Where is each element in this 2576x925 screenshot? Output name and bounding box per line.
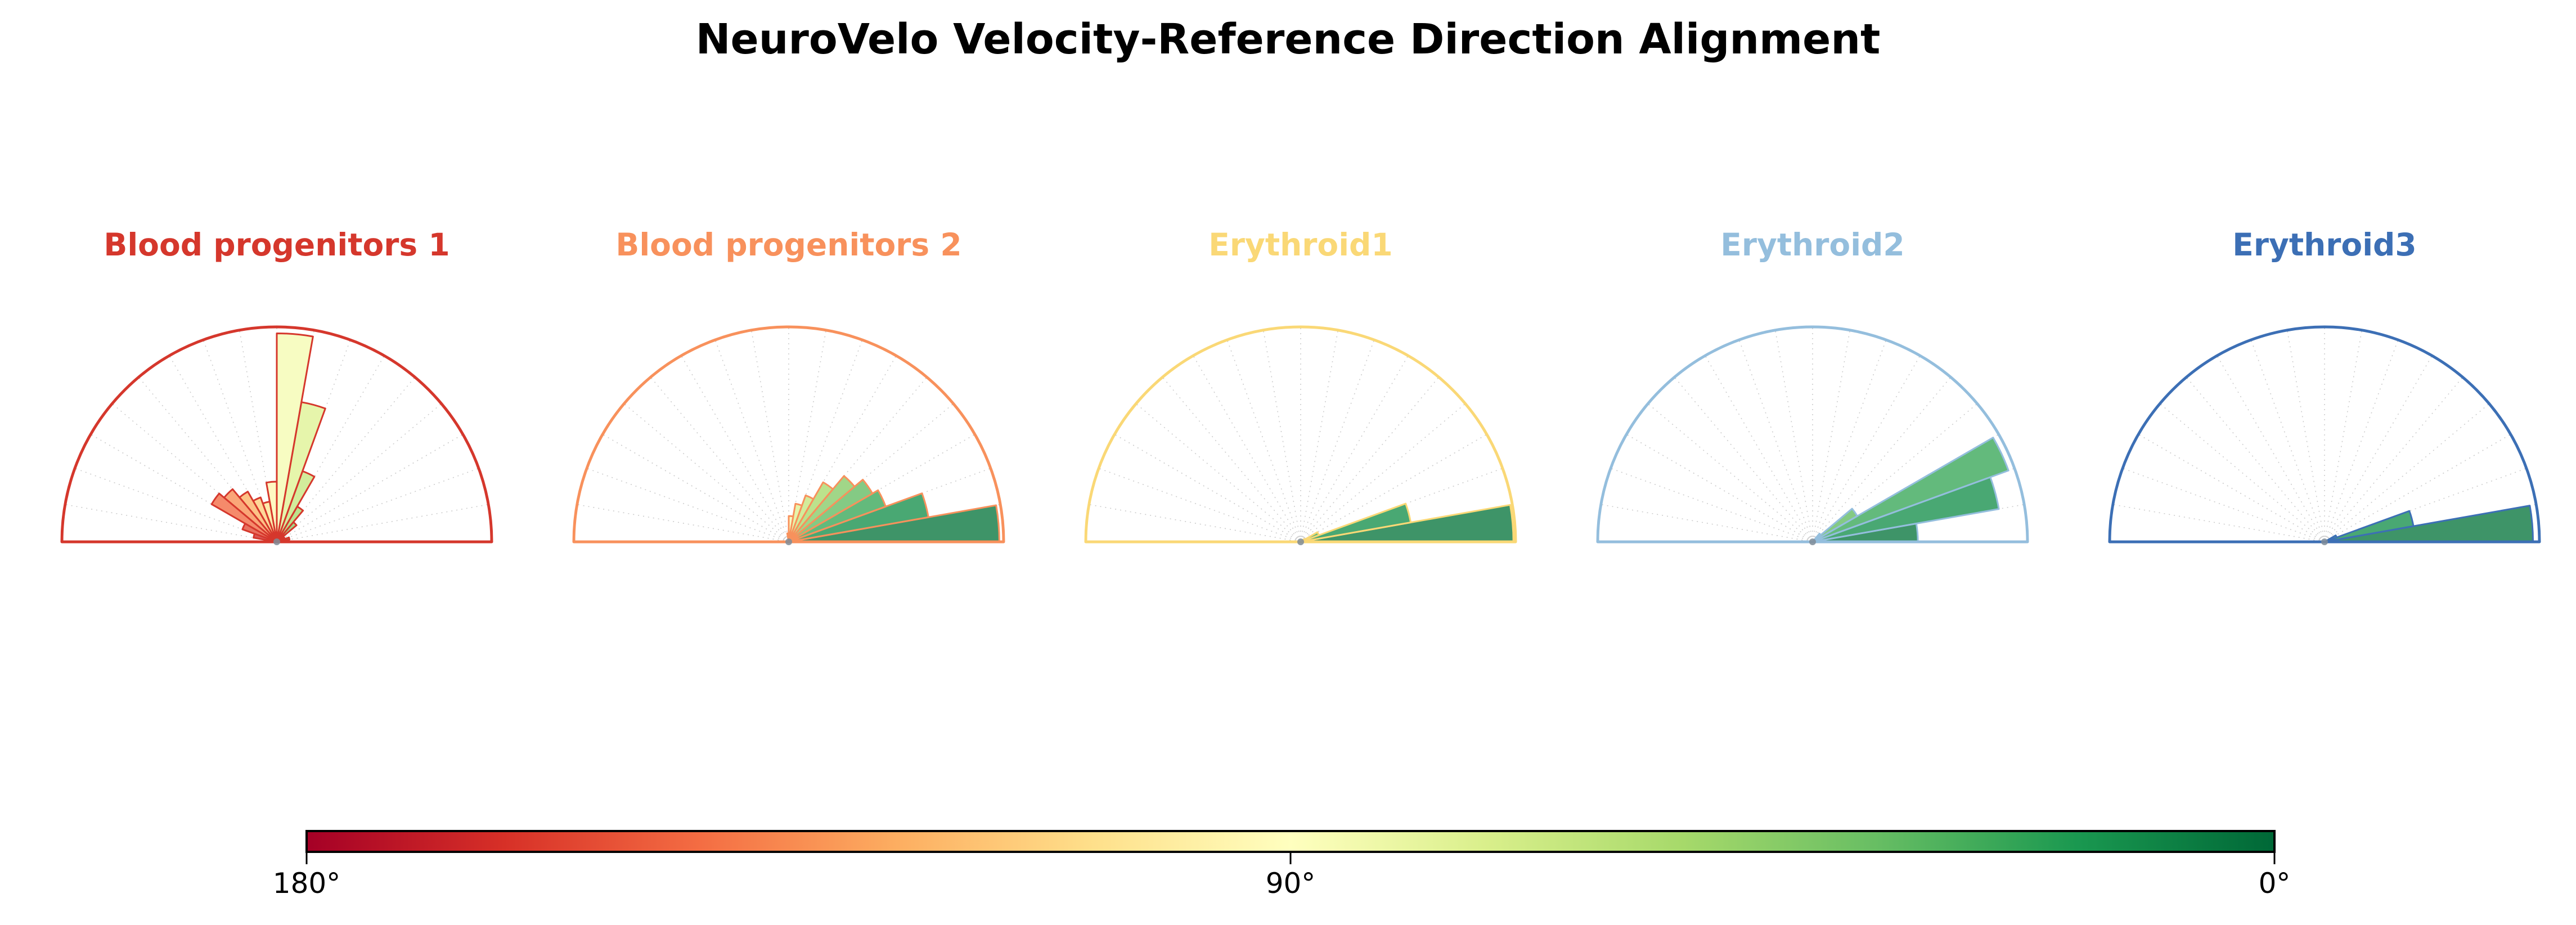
histogram-bar: [788, 494, 815, 543]
angular-gridline: [2186, 376, 2325, 542]
subplot-title-erythroid3: Erythroid3: [2232, 227, 2417, 263]
histogram-bar: [253, 533, 278, 543]
polar-axes-erythroid2: [1596, 325, 2029, 545]
histogram-bar: [788, 479, 874, 543]
figure-title: NeuroVelo Velocity-Reference Direction A…: [695, 15, 1881, 64]
angular-gridline: [1674, 376, 1813, 542]
histogram-bar: [1300, 502, 1412, 543]
angular-gridline: [602, 434, 789, 542]
angular-gridline: [1738, 339, 1813, 542]
colorbar-tick-label-0: 0°: [2258, 867, 2291, 900]
histogram-bar: [1811, 437, 2009, 543]
angular-gridline: [276, 468, 479, 542]
angular-gridline: [750, 330, 789, 542]
histogram-bar: [788, 502, 803, 543]
center-marker: [273, 538, 280, 545]
polar-axes-blood-progenitors-2: [572, 325, 1005, 545]
polar-axes-erythroid1: [1084, 325, 1517, 545]
colorbar-tick-label-180: 180°: [272, 867, 341, 900]
angular-gridline: [1705, 355, 1813, 542]
subplot-blood-progenitors-2: Blood progenitors 2: [550, 228, 1028, 577]
angular-gridline: [1098, 468, 1301, 542]
colorbar-tick-90: [1289, 853, 1292, 864]
histogram-bar: [788, 475, 856, 543]
center-marker: [785, 538, 792, 545]
histogram-bar: [276, 332, 314, 543]
angular-gridline: [1626, 434, 1813, 542]
histogram-bar: [241, 523, 278, 543]
subplot-erythroid3: Erythroid3: [2085, 228, 2564, 577]
angular-gridline: [1300, 355, 1409, 542]
angular-gridline: [2286, 330, 2325, 542]
angular-gridline: [1300, 330, 1339, 542]
colorbar-tick-0: [2273, 853, 2276, 864]
angular-gridline: [2324, 355, 2433, 542]
histogram-bar: [788, 515, 794, 543]
angular-gridline: [2324, 434, 2511, 542]
angular-gridline: [1114, 434, 1301, 542]
histogram-bar: [2323, 510, 2415, 543]
histogram-bar: [210, 492, 278, 543]
angular-gridline: [1262, 330, 1301, 542]
polar-axes-blood-progenitors-1: [60, 325, 493, 545]
center-marker: [2321, 538, 2328, 545]
angular-gridline: [2250, 339, 2325, 542]
angular-gridline: [276, 504, 489, 542]
angular-gridline: [1647, 403, 1813, 542]
angular-gridline: [65, 504, 277, 542]
colorbar-gradient: [305, 830, 2276, 853]
center-marker: [1297, 538, 1304, 545]
angular-gridline: [2138, 434, 2325, 542]
angular-gridline: [2112, 504, 2325, 542]
angular-gridline: [2324, 339, 2399, 542]
angular-gridline: [276, 434, 464, 542]
histogram-bar: [2323, 535, 2338, 543]
histogram-bar: [788, 481, 834, 543]
subplot-title-erythroid1: Erythroid1: [1208, 227, 1393, 263]
histogram-bar: [1811, 508, 1858, 543]
angular-gridline: [623, 403, 789, 542]
angular-gridline: [1774, 330, 1813, 542]
angular-gridline: [1300, 434, 1487, 542]
angular-gridline: [1300, 403, 1466, 542]
angular-gridline: [1193, 355, 1301, 542]
angular-gridline: [586, 468, 789, 542]
angular-gridline: [1812, 330, 1851, 542]
angular-gridline: [1812, 355, 1921, 542]
angular-gridline: [714, 339, 789, 542]
polar-axes-erythroid3: [2108, 325, 2541, 545]
subplot-title-blood-progenitors-1: Blood progenitors 1: [104, 227, 450, 263]
subplot-blood-progenitors-1: Blood progenitors 1: [38, 228, 516, 577]
colorbar-tick-label-90: 90°: [1265, 867, 1316, 900]
angular-gridline: [1135, 403, 1301, 542]
subplot-title-blood-progenitors-2: Blood progenitors 2: [615, 227, 962, 263]
angular-gridline: [1610, 468, 1813, 542]
angular-gridline: [276, 403, 442, 542]
angular-gridline: [2122, 468, 2325, 542]
angular-gridline: [2159, 403, 2325, 542]
angular-gridline: [681, 355, 789, 542]
histogram-bar: [788, 489, 887, 543]
colorbar: 180° 90° 0°: [273, 830, 2290, 920]
subplot-erythroid2: Erythroid2: [1574, 228, 2052, 577]
angular-gridline: [1226, 339, 1301, 542]
angular-gridline: [1601, 504, 1813, 542]
angular-gridline: [2324, 330, 2363, 542]
colorbar-tick-180: [305, 853, 308, 864]
subplot-title-erythroid2: Erythroid2: [1720, 227, 1905, 263]
center-marker: [1809, 538, 1816, 545]
angular-gridline: [1162, 376, 1301, 542]
angular-gridline: [577, 504, 789, 542]
angular-gridline: [1089, 504, 1301, 542]
subplot-erythroid1: Erythroid1: [1062, 228, 1540, 577]
angular-gridline: [2324, 403, 2490, 542]
angular-gridline: [650, 376, 789, 542]
angular-gridline: [2217, 355, 2325, 542]
histogram-bar: [1300, 531, 1320, 543]
angular-gridline: [1300, 339, 1375, 542]
